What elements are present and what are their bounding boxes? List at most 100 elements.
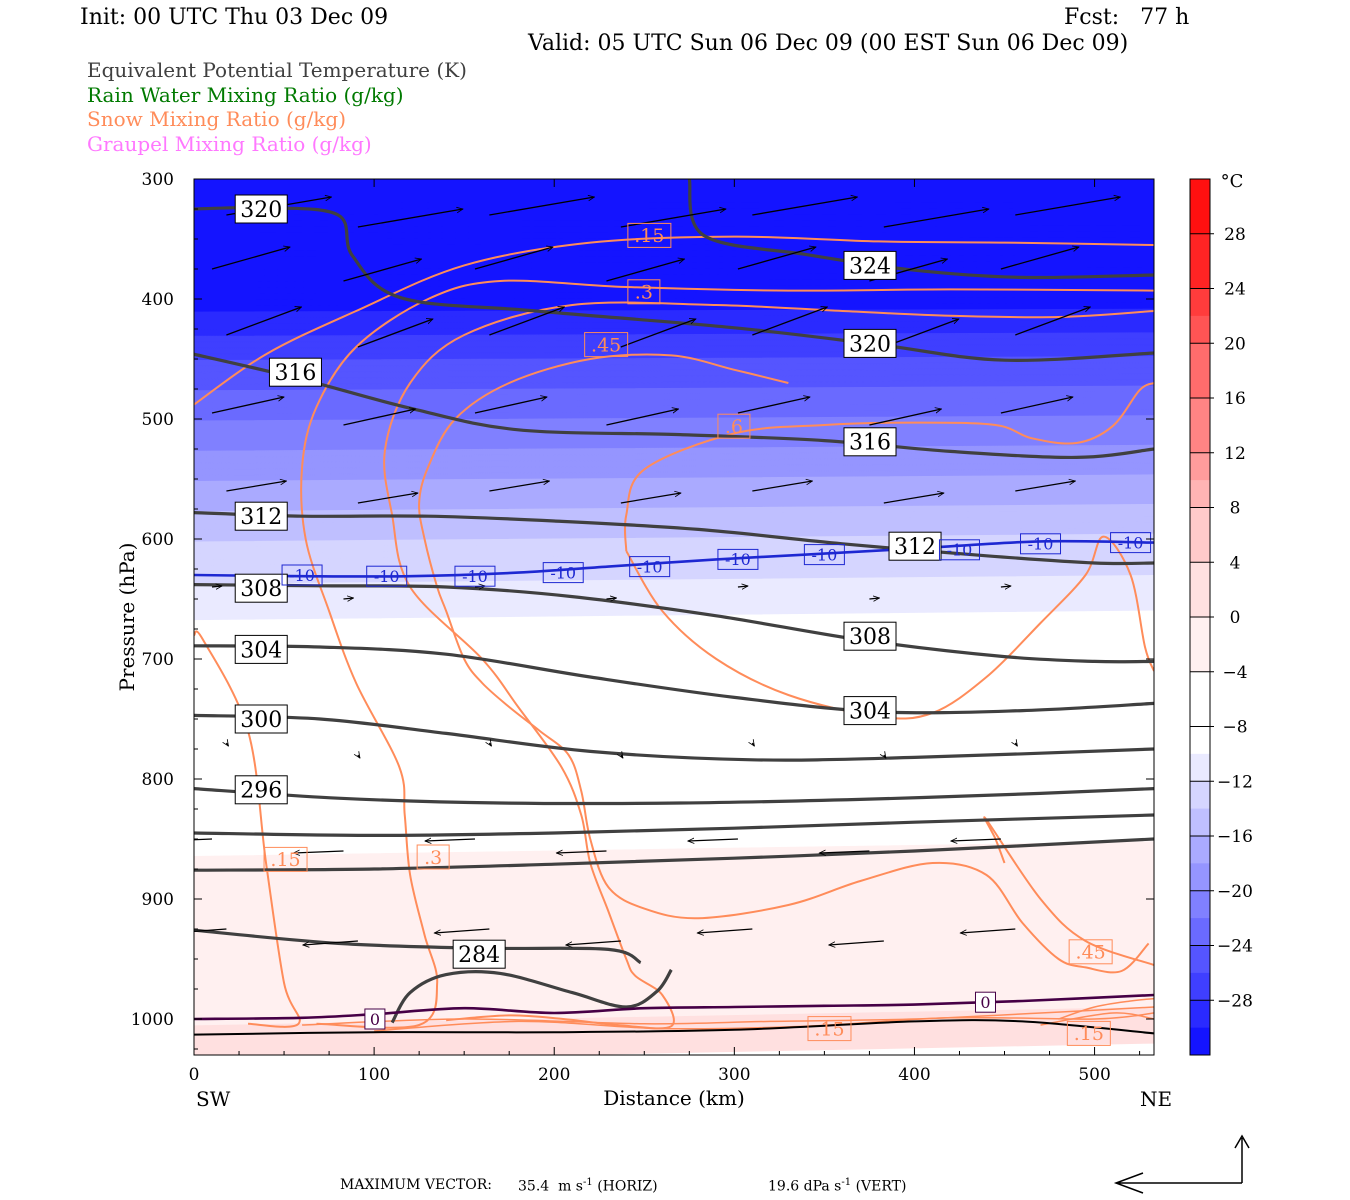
x-tick-label: 400 [898, 1065, 930, 1085]
wind-vector [621, 755, 623, 758]
colorbar-swatch [1190, 808, 1210, 837]
max-vector-label: MAXIMUM VECTOR: [340, 1177, 492, 1193]
wind-vector [211, 397, 284, 414]
temperature-band [194, 1024, 1154, 1051]
temperature-band [194, 687, 1154, 706]
theta-e-contour [194, 205, 1154, 362]
snow-mixing-contour [300, 279, 1154, 1029]
snow-label: .6 [725, 416, 743, 438]
colorbar-tick-label: 8 [1230, 499, 1241, 519]
colorbar-unit: °C [1221, 171, 1244, 192]
colorbar-swatch [1190, 589, 1210, 618]
temperature-band [194, 782, 1154, 803]
wind-vector [620, 209, 726, 228]
y-tick-label: 300 [142, 170, 174, 190]
wind-vector [343, 409, 415, 426]
temperature-band [194, 415, 1154, 428]
temperature-band [194, 764, 1154, 785]
temperature-band [194, 432, 1154, 446]
theta-e-contour [390, 968, 673, 1024]
snow-label-box [263, 846, 308, 872]
theta-e-label: 324 [849, 254, 891, 279]
wind-vector [357, 209, 463, 228]
snow-mixing-contour [383, 301, 1154, 1030]
y-tick-label: 1000 [131, 1010, 174, 1030]
wind-vector [884, 755, 886, 758]
temperature-band [194, 876, 1154, 900]
colorbar-swatch [1190, 288, 1210, 317]
temperature-band [194, 456, 1154, 470]
theta-e-contour [194, 583, 1154, 664]
colorbar-tick-label: 28 [1224, 225, 1246, 245]
wind-vector [883, 493, 944, 504]
temperature-band [194, 243, 1154, 253]
theta-e-label: 320 [849, 332, 891, 357]
temperature-band [194, 989, 1154, 1015]
wind-vector [752, 743, 754, 746]
wind-vector [425, 839, 476, 841]
temperature-band [194, 196, 1154, 204]
temperature-band [194, 237, 1154, 246]
temperature-band [194, 1030, 1154, 1055]
temperature-band [194, 184, 1154, 192]
temperature-band [194, 663, 1154, 682]
colorbar-tick-label: −12 [1217, 772, 1253, 792]
temperature-band [194, 894, 1154, 918]
snow-label: .15 [1074, 1023, 1104, 1045]
temperature-band [194, 776, 1154, 797]
y-tick-label: 800 [142, 770, 174, 790]
theta-e-label: 284 [458, 943, 500, 968]
wind-vector [1015, 197, 1120, 216]
temperature-band [194, 492, 1154, 507]
theta-e-label: 316 [849, 431, 891, 456]
theta-e-label-box [452, 939, 506, 969]
colorbar-swatch [1190, 644, 1210, 673]
y-tick-label: 900 [142, 890, 174, 910]
temperature-band [194, 356, 1154, 367]
colorbar-tick-label: −16 [1217, 827, 1253, 847]
isotherm-label-box [1020, 533, 1062, 555]
temperature-band [194, 261, 1154, 271]
theta-e-contour [194, 787, 1154, 806]
temperature-band [194, 598, 1154, 616]
wind-vector [752, 197, 857, 216]
temperature-band [194, 646, 1154, 664]
forecast-hour: Fcst: 77 h [1064, 5, 1190, 30]
wind-vector [1015, 743, 1017, 746]
snow-label: .15 [814, 1018, 844, 1040]
snow-label-box [627, 222, 672, 248]
snow-label: .15 [270, 849, 300, 871]
colorbar-swatch [1190, 918, 1210, 946]
temperature-band [194, 634, 1154, 652]
theta-e-label-box [234, 704, 288, 734]
isotherm-minus10-line [194, 539, 1154, 578]
wind-vector [620, 319, 696, 348]
legend-snow: Snow Mixing Ratio (g/kg) [87, 107, 347, 131]
theta-e-label: 296 [240, 779, 282, 804]
legend-theta-e: Equivalent Potential Temperature (K) [87, 58, 467, 82]
wind-vector [606, 598, 616, 599]
snow-label-box [717, 413, 751, 439]
snow-label-box [807, 1016, 852, 1042]
temperature-band [194, 249, 1154, 259]
theta-e-contour [194, 813, 1154, 838]
temperature-band [194, 657, 1154, 676]
colorbar-swatch [1190, 863, 1210, 892]
theta-e-label-box [843, 250, 897, 280]
temperature-band [194, 758, 1154, 779]
temperature-band [194, 870, 1154, 894]
snow-label-box [584, 332, 629, 358]
theta-e-label-box [843, 328, 897, 358]
wind-vector [474, 397, 547, 414]
isotherm-zero-label-box [974, 991, 996, 1013]
theta-e-contour [194, 511, 1154, 566]
snow-label: .15 [634, 225, 664, 247]
theta-e-label-box [843, 621, 897, 651]
wind-vector [489, 481, 549, 492]
theta-e-label-box [234, 194, 288, 224]
colorbar-swatch [1190, 233, 1210, 262]
wind-vector [737, 397, 810, 414]
wind-vector [1015, 481, 1075, 492]
snow-mixing-contour [418, 353, 1150, 974]
theta-e-label: 304 [240, 638, 282, 663]
